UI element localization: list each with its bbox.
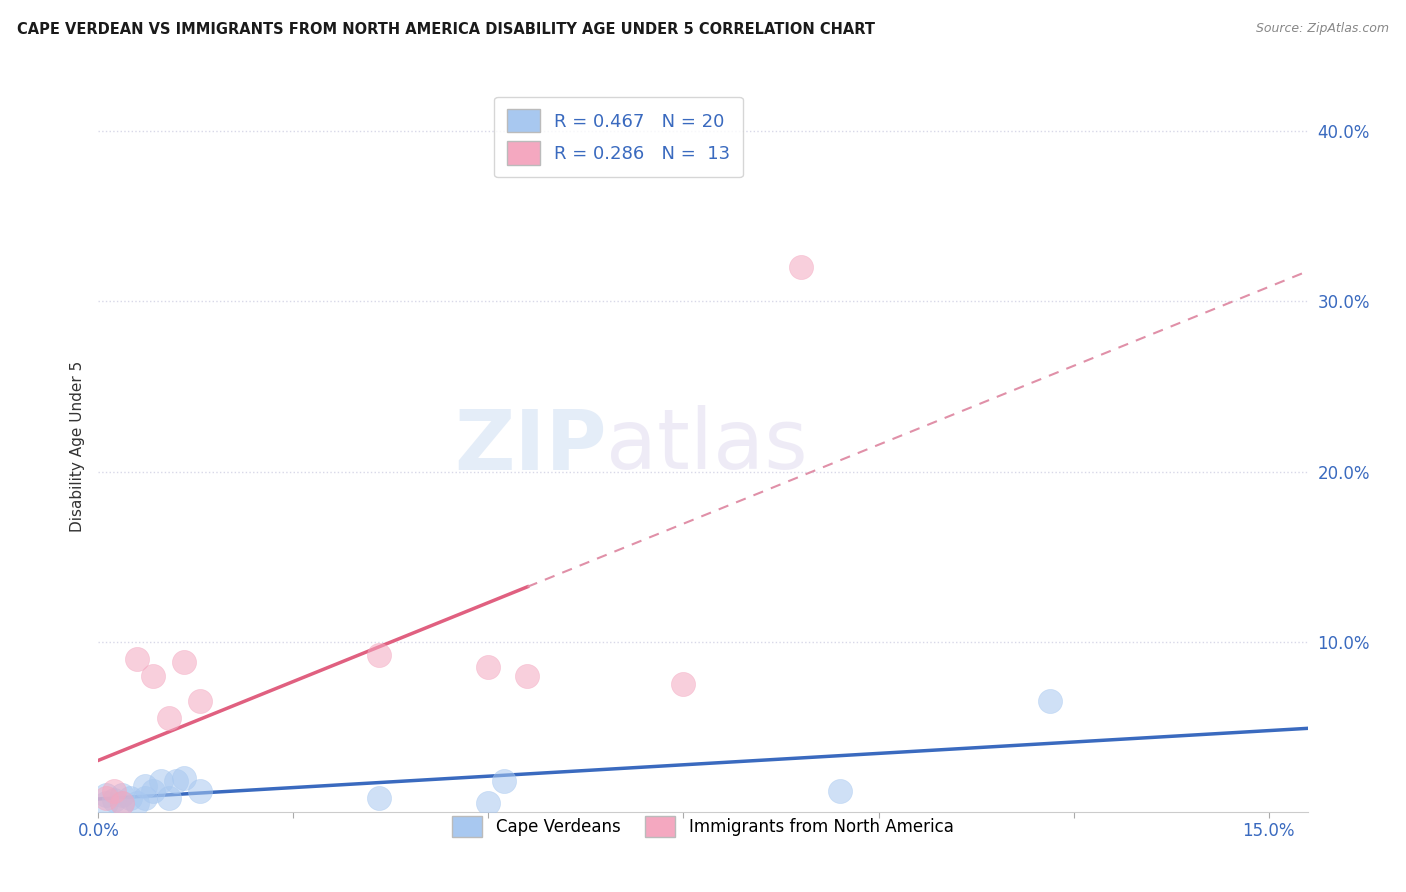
Point [494, 774, 516, 789]
Y-axis label: Disability Age Under 5: Disability Age Under 5 [69, 360, 84, 532]
Text: atlas: atlas [606, 406, 808, 486]
Point [149, 774, 172, 789]
Point [127, 651, 149, 665]
Point [516, 668, 538, 682]
Point [134, 791, 156, 805]
Point [118, 791, 141, 805]
Point [173, 771, 195, 785]
Point [103, 793, 125, 807]
Point [368, 791, 391, 805]
Legend: Cape Verdeans, Immigrants from North America: Cape Verdeans, Immigrants from North Ame… [446, 809, 960, 844]
Point [157, 711, 180, 725]
Point [142, 784, 165, 798]
Point [142, 668, 165, 682]
Point [1039, 694, 1062, 708]
Point [477, 796, 499, 810]
Text: CAPE VERDEAN VS IMMIGRANTS FROM NORTH AMERICA DISABILITY AGE UNDER 5 CORRELATION: CAPE VERDEAN VS IMMIGRANTS FROM NORTH AM… [17, 22, 875, 37]
Point [188, 694, 211, 708]
Text: ZIP: ZIP [454, 406, 606, 486]
Point [134, 779, 156, 793]
Text: Source: ZipAtlas.com: Source: ZipAtlas.com [1256, 22, 1389, 36]
Point [127, 796, 149, 810]
Point [111, 788, 134, 802]
Point [157, 791, 180, 805]
Point [477, 660, 499, 674]
Point [828, 784, 851, 798]
Point [103, 784, 125, 798]
Point [111, 796, 134, 810]
Point [165, 774, 187, 789]
Point [188, 784, 211, 798]
Point [173, 655, 195, 669]
Point [96, 788, 118, 802]
Point [111, 796, 134, 810]
Point [789, 260, 811, 275]
Point [96, 791, 118, 805]
Point [96, 796, 118, 810]
Point [672, 677, 695, 691]
Point [368, 648, 391, 663]
